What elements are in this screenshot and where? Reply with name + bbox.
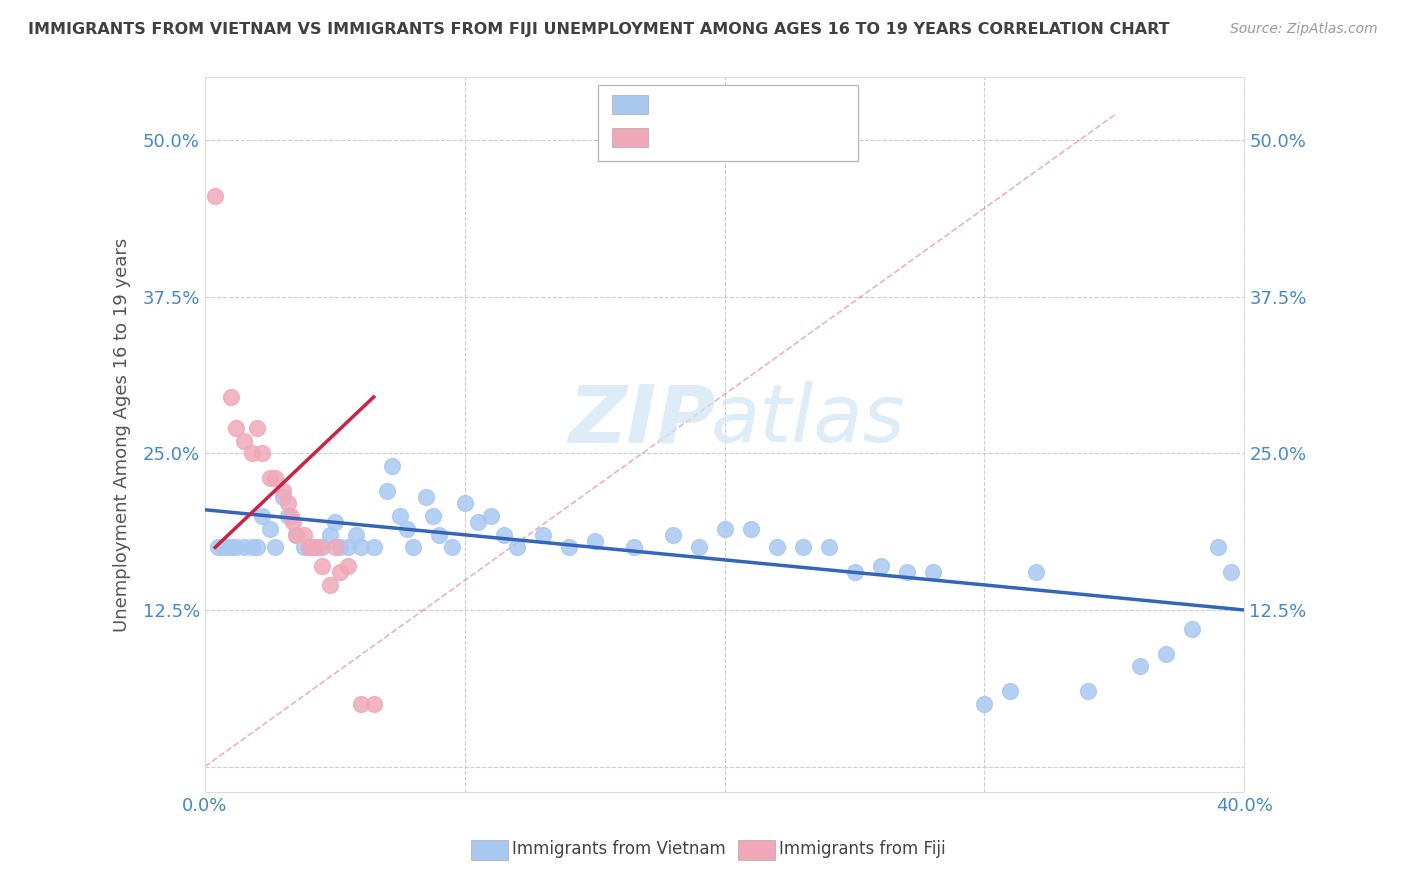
Point bbox=[284, 528, 307, 542]
Point bbox=[336, 559, 359, 574]
Point bbox=[246, 541, 269, 555]
Point bbox=[219, 541, 242, 555]
Point bbox=[232, 541, 254, 555]
Point bbox=[264, 471, 287, 485]
Point bbox=[259, 471, 281, 485]
Point bbox=[1129, 659, 1152, 673]
Point bbox=[688, 541, 710, 555]
Point bbox=[844, 566, 866, 580]
Text: R =  0.332   N = 25: R = 0.332 N = 25 bbox=[657, 128, 848, 146]
Point bbox=[427, 528, 450, 542]
Point bbox=[318, 578, 340, 592]
Point bbox=[402, 541, 425, 555]
Text: Immigrants from Vietnam: Immigrants from Vietnam bbox=[512, 840, 725, 858]
Point bbox=[311, 541, 333, 555]
Point bbox=[284, 528, 307, 542]
Point bbox=[271, 483, 294, 498]
Point bbox=[388, 508, 411, 523]
Point bbox=[311, 559, 333, 574]
Point bbox=[264, 541, 287, 555]
Point bbox=[323, 516, 346, 530]
Point bbox=[323, 541, 346, 555]
Point bbox=[422, 508, 444, 523]
Point bbox=[225, 541, 247, 555]
Text: IMMIGRANTS FROM VIETNAM VS IMMIGRANTS FROM FIJI UNEMPLOYMENT AMONG AGES 16 TO 19: IMMIGRANTS FROM VIETNAM VS IMMIGRANTS FR… bbox=[28, 22, 1170, 37]
Point bbox=[250, 508, 273, 523]
Text: ZIP: ZIP bbox=[568, 381, 716, 459]
Point bbox=[440, 541, 463, 555]
Point bbox=[280, 508, 302, 523]
Point bbox=[765, 541, 787, 555]
Point bbox=[583, 534, 606, 549]
Point bbox=[1077, 684, 1099, 698]
Point bbox=[973, 697, 995, 711]
Point bbox=[277, 508, 299, 523]
Point bbox=[329, 566, 352, 580]
Point bbox=[363, 541, 385, 555]
Point bbox=[1181, 622, 1204, 636]
Point bbox=[375, 483, 398, 498]
Point bbox=[1156, 647, 1178, 661]
Point bbox=[350, 697, 373, 711]
Point bbox=[1220, 566, 1243, 580]
Point bbox=[329, 541, 352, 555]
Point bbox=[298, 541, 321, 555]
Point bbox=[240, 541, 263, 555]
Point bbox=[225, 421, 247, 435]
Point bbox=[281, 516, 304, 530]
Point bbox=[292, 541, 315, 555]
Text: Immigrants from Fiji: Immigrants from Fiji bbox=[779, 840, 946, 858]
Point bbox=[740, 522, 762, 536]
Point bbox=[415, 490, 437, 504]
Point bbox=[336, 541, 359, 555]
Point bbox=[232, 434, 254, 448]
Point bbox=[492, 528, 515, 542]
Point bbox=[302, 541, 325, 555]
Y-axis label: Unemployment Among Ages 16 to 19 years: Unemployment Among Ages 16 to 19 years bbox=[114, 237, 131, 632]
Point bbox=[207, 541, 229, 555]
Point bbox=[246, 421, 269, 435]
Point bbox=[453, 496, 475, 510]
Point bbox=[302, 541, 325, 555]
Point bbox=[381, 458, 404, 473]
Point bbox=[308, 541, 330, 555]
Point bbox=[214, 541, 236, 555]
Point bbox=[219, 390, 242, 404]
Point bbox=[250, 446, 273, 460]
Point bbox=[531, 528, 554, 542]
Point bbox=[557, 541, 579, 555]
Point bbox=[713, 522, 735, 536]
Point bbox=[344, 528, 367, 542]
Point bbox=[318, 528, 340, 542]
Text: R = -0.249   N = 59: R = -0.249 N = 59 bbox=[657, 95, 848, 113]
Point bbox=[298, 541, 321, 555]
Point bbox=[792, 541, 814, 555]
Point bbox=[396, 522, 419, 536]
Point bbox=[896, 566, 918, 580]
Point bbox=[1025, 566, 1047, 580]
Point bbox=[661, 528, 683, 542]
Point bbox=[921, 566, 943, 580]
Point bbox=[292, 528, 315, 542]
Point bbox=[817, 541, 839, 555]
Text: Source: ZipAtlas.com: Source: ZipAtlas.com bbox=[1230, 22, 1378, 37]
Text: atlas: atlas bbox=[710, 381, 905, 459]
Point bbox=[240, 446, 263, 460]
Point bbox=[505, 541, 527, 555]
Point bbox=[350, 541, 373, 555]
Point bbox=[363, 697, 385, 711]
Point bbox=[277, 496, 299, 510]
Point bbox=[271, 490, 294, 504]
Point bbox=[623, 541, 645, 555]
Point bbox=[1208, 541, 1230, 555]
Point bbox=[204, 189, 226, 203]
Point bbox=[467, 516, 489, 530]
Point bbox=[259, 522, 281, 536]
Point bbox=[479, 508, 502, 523]
Point bbox=[212, 541, 235, 555]
Point bbox=[869, 559, 891, 574]
Point bbox=[1000, 684, 1022, 698]
